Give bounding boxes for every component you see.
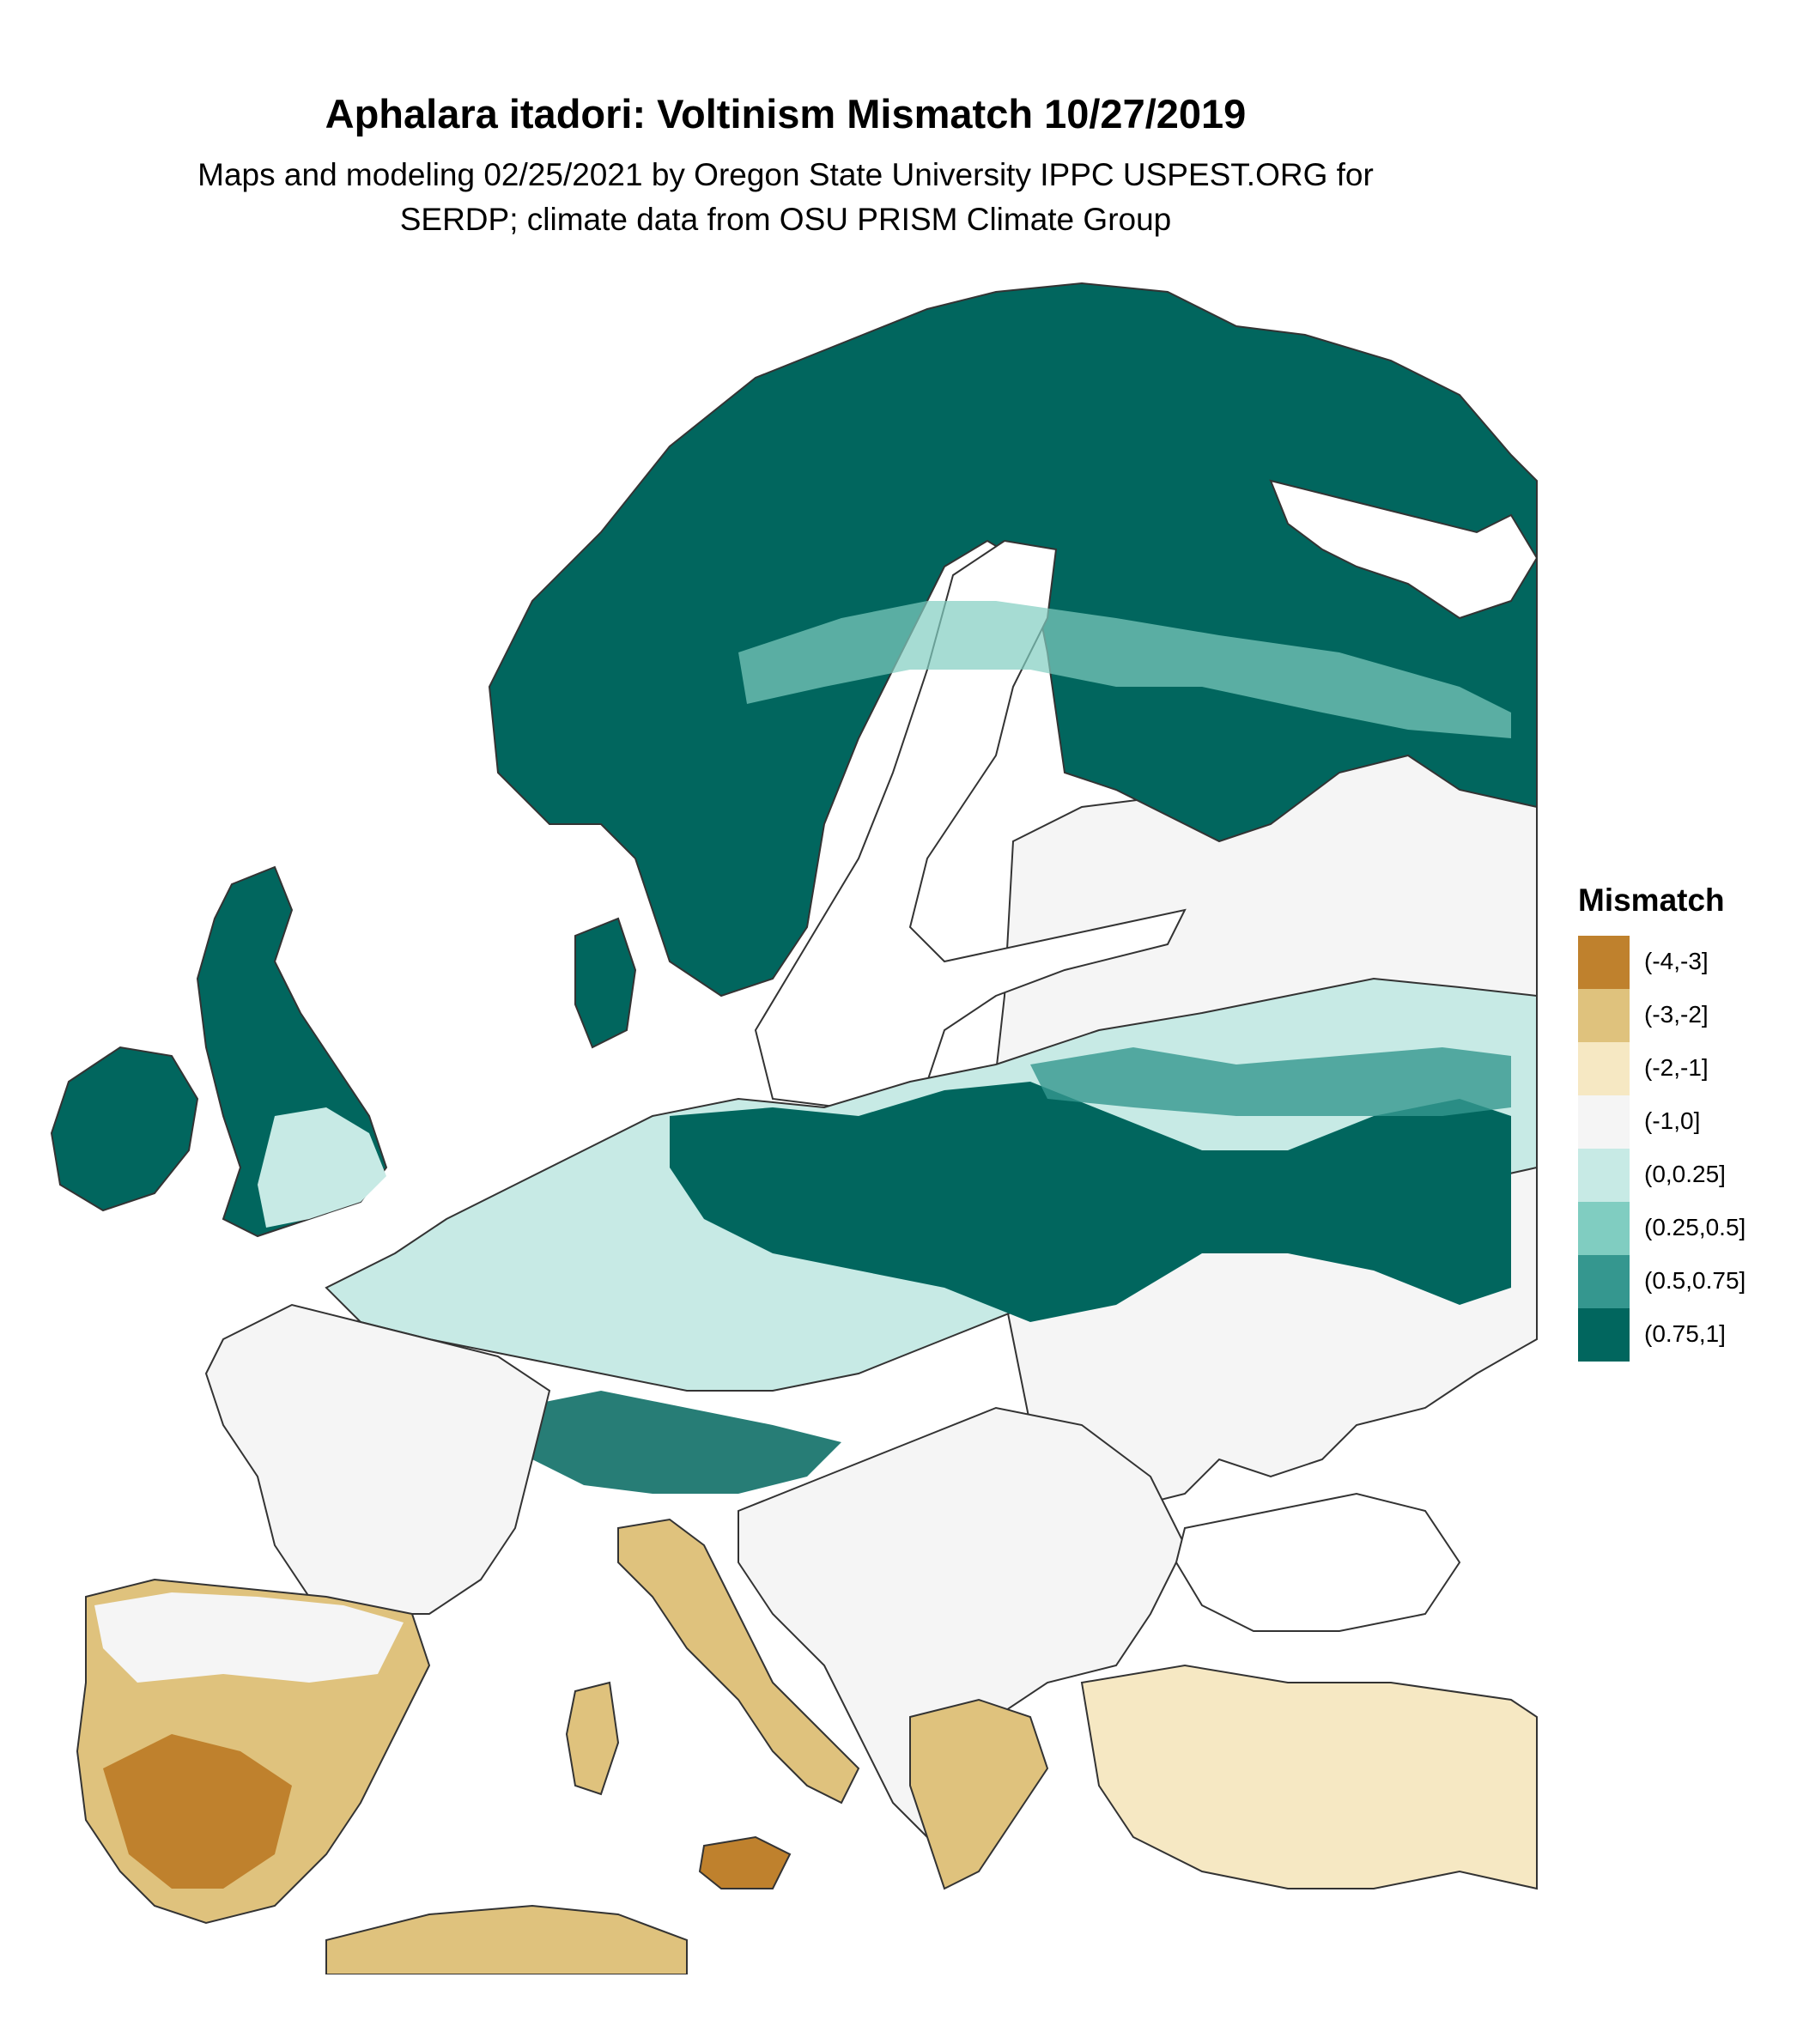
region-scandinavia [488, 282, 1538, 998]
legend-label: (0.75,1] [1644, 1320, 1726, 1347]
legend-label: (-2,-1] [1644, 1054, 1709, 1081]
band-north [738, 601, 1511, 738]
region-central-dark [670, 1082, 1511, 1322]
legend-swatch [1578, 1042, 1630, 1095]
legend-title: Mismatch [1578, 882, 1725, 918]
legend-swatch [1578, 936, 1630, 989]
map-title: Aphalara itadori: Voltinism Mismatch 10/… [325, 91, 1247, 136]
region-italy [617, 1518, 860, 1804]
region-sicily [698, 1835, 792, 1889]
region-greece [909, 1698, 1049, 1890]
baltic-sea [754, 539, 1187, 1109]
europe-mismatch-map [50, 282, 1539, 1974]
legend-label: (-1,0] [1644, 1107, 1701, 1134]
white-sea [1269, 479, 1539, 620]
legend-swatch [1578, 1095, 1630, 1149]
region-turkey [1080, 1664, 1538, 1890]
legend-swatch [1578, 989, 1630, 1042]
legend-swatch [1578, 1149, 1630, 1202]
region-central-mid [1030, 1047, 1511, 1116]
region-north-africa [325, 1904, 688, 1974]
legend-item: (-3,-2] [1578, 989, 1793, 1042]
legend-item: (-1,0] [1578, 1095, 1793, 1149]
legend-item: (0.25,0.5] [1578, 1202, 1793, 1255]
legend-swatch [1578, 1202, 1630, 1255]
region-france [204, 1303, 551, 1615]
legend-item: (0,0.25] [1578, 1149, 1793, 1202]
map-subtitle: Maps and modeling 02/25/2021 by Oregon S… [0, 153, 1571, 242]
region-iberia-north [94, 1592, 404, 1683]
legend: Mismatch (-4,-3] (-3,-2] (-2,-1] (-1,0] … [1578, 882, 1793, 1362]
region-denmark [574, 917, 637, 1049]
region-ireland [50, 1046, 199, 1212]
legend-item: (0.75,1] [1578, 1308, 1793, 1362]
black-sea [1175, 1492, 1461, 1632]
region-iberia-dark [103, 1734, 292, 1889]
legend-label: (0,0.25] [1644, 1161, 1726, 1187]
legend-swatch [1578, 1255, 1630, 1308]
legend-swatch [1578, 1308, 1630, 1362]
legend-label: (-3,-2] [1644, 1001, 1709, 1028]
region-alps [515, 1391, 841, 1494]
subtitle-line-1: Maps and modeling 02/25/2021 by Oregon S… [197, 157, 1374, 192]
legend-item: (-2,-1] [1578, 1042, 1793, 1095]
legend-label: (0.25,0.5] [1644, 1214, 1746, 1240]
region-britain-south [258, 1107, 386, 1228]
legend-label: (0.5,0.75] [1644, 1267, 1746, 1294]
subtitle-line-2: SERDP; climate data from OSU PRISM Clima… [399, 202, 1172, 237]
region-sardinia [565, 1681, 620, 1796]
legend-item: (0.5,0.75] [1578, 1255, 1793, 1308]
legend-label: (-4,-3] [1644, 948, 1709, 974]
legend-item: (-4,-3] [1578, 936, 1793, 989]
region-balkans [738, 1406, 1187, 1839]
